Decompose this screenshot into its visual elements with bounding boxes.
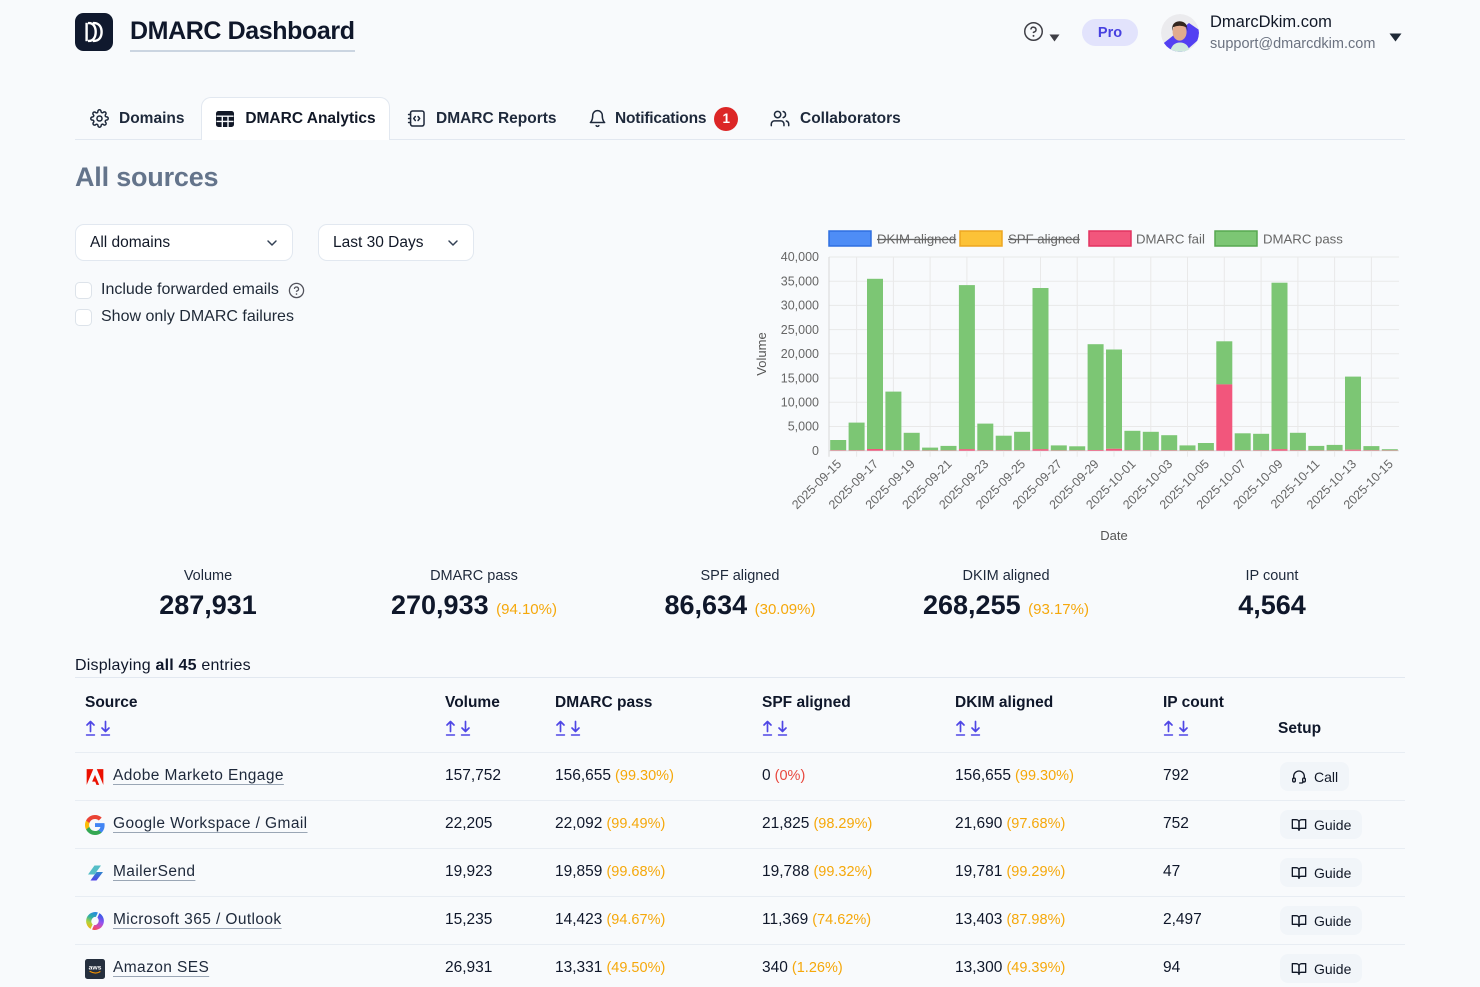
svg-text:aws: aws xyxy=(89,964,102,971)
svg-text:SPF aligned: SPF aligned xyxy=(1008,232,1080,247)
svg-text:DMARC fail: DMARC fail xyxy=(1136,232,1205,247)
svg-text:DKIM aligned: DKIM aligned xyxy=(877,232,956,247)
svg-text:0: 0 xyxy=(812,444,819,458)
svg-text:Volume: Volume xyxy=(754,332,769,375)
svg-text:35,000: 35,000 xyxy=(781,274,819,288)
svg-text:25,000: 25,000 xyxy=(781,323,819,337)
svg-text:DMARC pass: DMARC pass xyxy=(1263,232,1343,247)
svg-text:5,000: 5,000 xyxy=(788,420,819,434)
svg-text:10,000: 10,000 xyxy=(781,396,819,410)
svg-text:30,000: 30,000 xyxy=(781,299,819,313)
svg-text:Date: Date xyxy=(1100,528,1127,543)
svg-text:15,000: 15,000 xyxy=(781,371,819,385)
svg-text:20,000: 20,000 xyxy=(781,347,819,361)
svg-text:40,000: 40,000 xyxy=(781,250,819,264)
